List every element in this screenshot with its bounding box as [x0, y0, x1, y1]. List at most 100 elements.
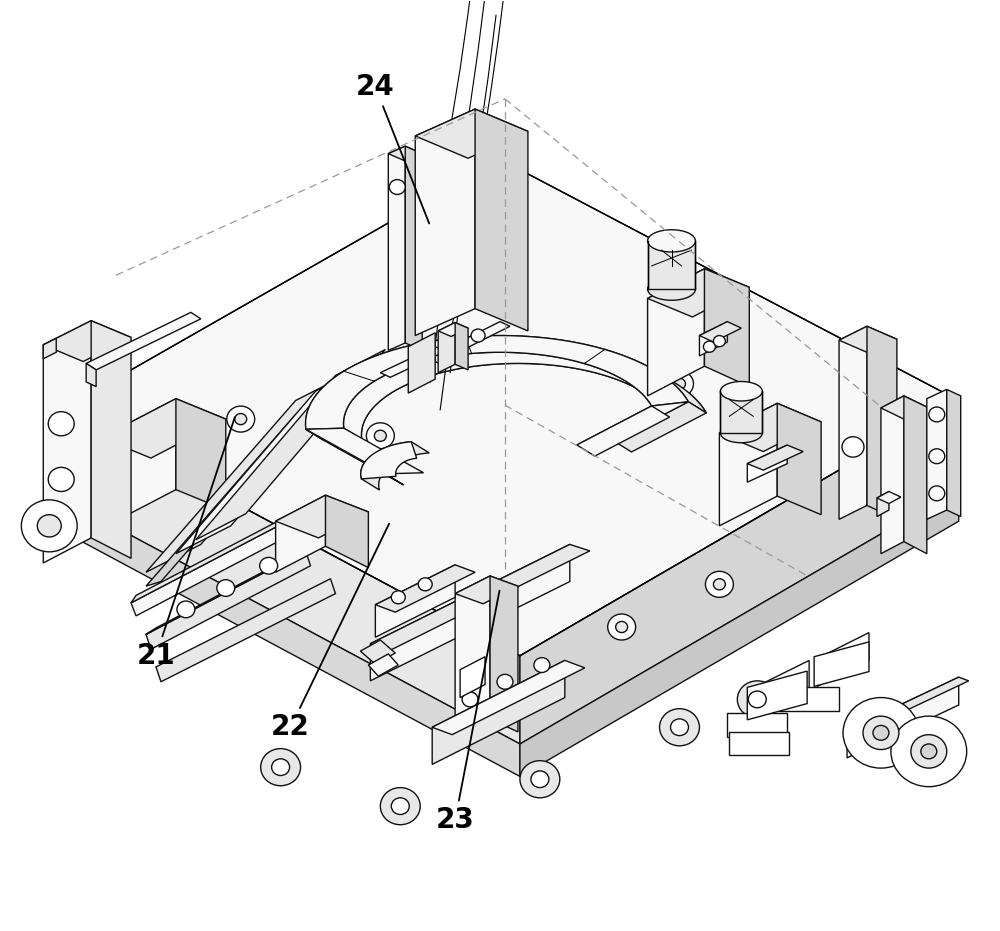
Circle shape [713, 335, 725, 346]
Polygon shape [475, 109, 528, 331]
Circle shape [666, 371, 693, 397]
Polygon shape [747, 671, 807, 720]
Polygon shape [146, 545, 316, 634]
Polygon shape [699, 321, 727, 356]
Polygon shape [704, 269, 749, 386]
Circle shape [374, 430, 386, 441]
Polygon shape [415, 109, 475, 335]
Polygon shape [131, 519, 296, 616]
Circle shape [520, 761, 560, 798]
Circle shape [608, 614, 636, 640]
Circle shape [531, 771, 549, 788]
Ellipse shape [720, 382, 762, 401]
Circle shape [261, 749, 301, 786]
Circle shape [705, 572, 733, 598]
Circle shape [748, 691, 766, 708]
Circle shape [911, 735, 947, 768]
Polygon shape [306, 429, 404, 485]
Polygon shape [325, 495, 368, 568]
Polygon shape [131, 512, 296, 603]
Ellipse shape [648, 230, 695, 252]
Polygon shape [61, 159, 959, 655]
Polygon shape [405, 146, 422, 350]
Polygon shape [881, 396, 927, 419]
Circle shape [737, 681, 777, 718]
Polygon shape [777, 403, 821, 515]
Polygon shape [699, 321, 741, 342]
Polygon shape [847, 677, 969, 734]
Polygon shape [146, 410, 311, 587]
Circle shape [272, 759, 290, 776]
Polygon shape [91, 320, 131, 559]
Polygon shape [375, 565, 475, 613]
Polygon shape [520, 489, 959, 776]
Polygon shape [408, 332, 435, 393]
Circle shape [929, 449, 945, 464]
Circle shape [391, 798, 409, 815]
Polygon shape [455, 322, 468, 370]
Polygon shape [719, 403, 821, 452]
Polygon shape [432, 660, 565, 764]
Polygon shape [43, 320, 91, 563]
Polygon shape [839, 326, 867, 519]
Circle shape [921, 744, 937, 759]
Polygon shape [368, 654, 398, 676]
Polygon shape [196, 349, 385, 540]
Bar [729, 732, 789, 755]
Ellipse shape [720, 424, 762, 443]
Polygon shape [904, 396, 927, 554]
Polygon shape [455, 576, 490, 736]
Polygon shape [101, 398, 226, 458]
Polygon shape [877, 492, 901, 504]
Polygon shape [435, 354, 445, 366]
Polygon shape [156, 579, 335, 681]
Circle shape [674, 378, 685, 389]
Text: 22: 22 [271, 524, 389, 741]
Circle shape [843, 697, 919, 768]
Circle shape [497, 674, 513, 689]
Polygon shape [176, 398, 226, 510]
Circle shape [391, 591, 405, 604]
Polygon shape [577, 402, 688, 445]
Polygon shape [877, 492, 889, 517]
Polygon shape [388, 146, 422, 161]
Circle shape [660, 708, 699, 746]
Polygon shape [432, 660, 585, 735]
Circle shape [842, 437, 864, 457]
Circle shape [616, 621, 628, 632]
Polygon shape [719, 403, 777, 526]
Polygon shape [276, 495, 368, 538]
Circle shape [873, 725, 889, 740]
Circle shape [462, 692, 478, 707]
Circle shape [671, 719, 688, 735]
Polygon shape [577, 406, 670, 456]
Polygon shape [814, 641, 869, 686]
Polygon shape [438, 322, 468, 336]
Polygon shape [370, 545, 590, 650]
Polygon shape [276, 495, 325, 573]
Circle shape [48, 467, 74, 492]
Circle shape [448, 340, 462, 353]
Polygon shape [61, 410, 520, 744]
Text: 24: 24 [356, 73, 429, 223]
Circle shape [366, 423, 394, 449]
Polygon shape [847, 677, 959, 758]
Polygon shape [747, 445, 803, 470]
Circle shape [863, 716, 899, 749]
Polygon shape [867, 326, 897, 519]
Circle shape [21, 500, 77, 552]
Polygon shape [614, 402, 706, 452]
Circle shape [37, 515, 61, 537]
Polygon shape [747, 660, 809, 721]
Polygon shape [370, 545, 570, 681]
Circle shape [217, 580, 235, 597]
Polygon shape [86, 363, 96, 386]
Circle shape [418, 578, 432, 591]
Circle shape [235, 413, 247, 425]
Polygon shape [306, 335, 706, 440]
Polygon shape [947, 389, 961, 517]
Polygon shape [360, 640, 395, 664]
Polygon shape [101, 398, 176, 529]
Polygon shape [720, 391, 762, 433]
Polygon shape [460, 656, 485, 697]
